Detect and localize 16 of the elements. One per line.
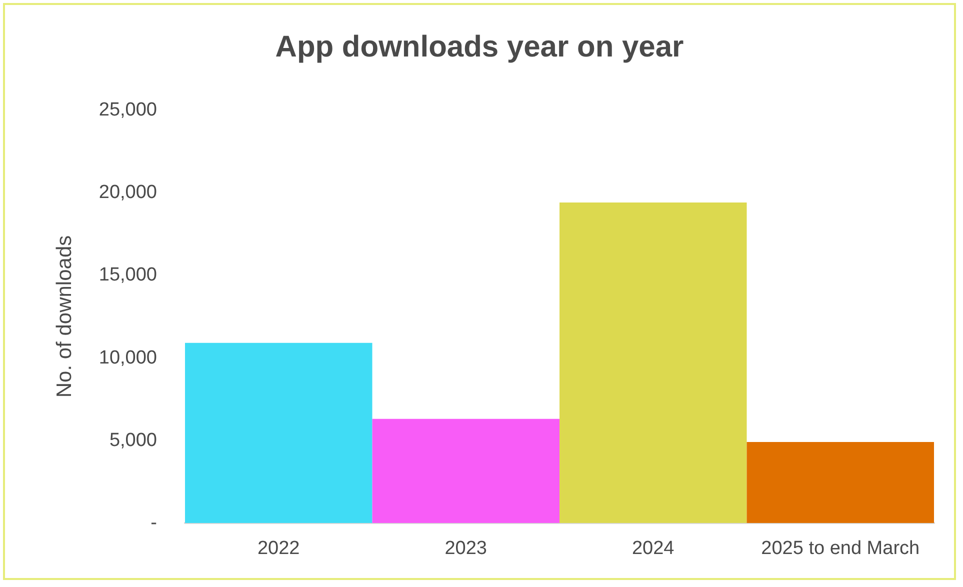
y-tick-label: 10,000 [98,347,157,368]
bar [746,442,934,523]
x-tick-label: 2024 [632,538,675,559]
x-tick-label: 2022 [257,538,300,559]
x-tick-label: 2025 to end March [761,538,920,559]
y-tick-label: 20,000 [98,182,157,204]
chart-title: App downloads year on year [275,30,684,64]
y-tick-label: - [150,512,157,534]
bar [372,418,560,523]
y-tick-label: 5,000 [109,430,157,451]
y-axis-title: No. of downloads [53,235,76,398]
bar [560,202,747,523]
y-tick-label: 15,000 [98,264,157,286]
bar [185,342,372,523]
y-tick-label: 25,000 [98,100,157,120]
x-tick-label: 2023 [444,538,488,559]
